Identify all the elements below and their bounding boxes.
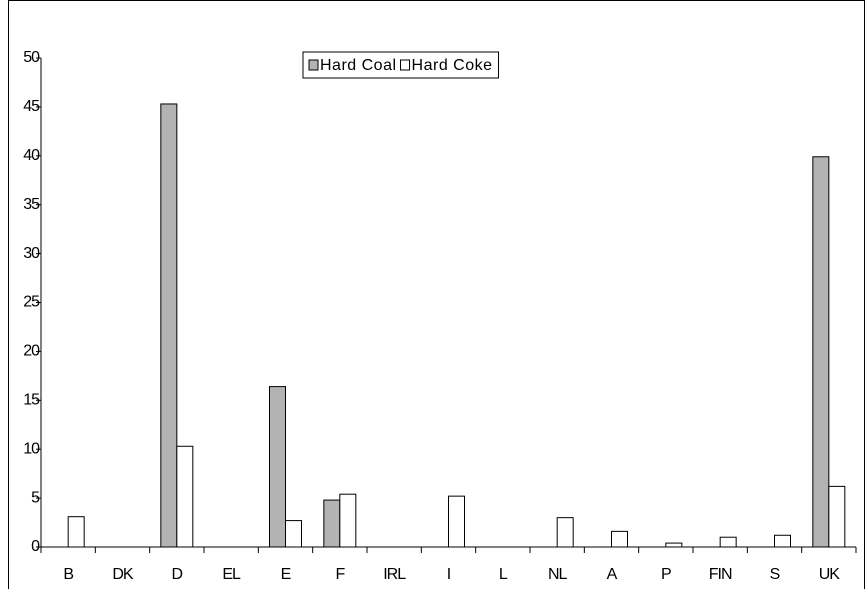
x-tick-label: DK xyxy=(112,566,134,583)
bar xyxy=(611,530,628,548)
bar xyxy=(556,517,574,548)
x-tick-label: F xyxy=(335,566,345,583)
bar xyxy=(269,386,286,548)
legend: Hard Coal Hard Coke xyxy=(302,51,500,79)
bar xyxy=(774,534,791,548)
y-tick-label: 10 xyxy=(23,440,40,457)
x-tick-label: A xyxy=(607,566,618,583)
bar xyxy=(285,520,302,548)
x-tick-label: S xyxy=(770,566,780,583)
legend-label: Hard Coke xyxy=(412,57,493,74)
y-tick-label: 20 xyxy=(23,343,40,360)
bar xyxy=(812,156,830,548)
y-tick-label: 30 xyxy=(23,245,40,262)
legend-label: Hard Coal xyxy=(320,57,397,74)
frame xyxy=(8,0,865,589)
x-tick-label: E xyxy=(281,566,291,583)
bar xyxy=(339,493,357,548)
x-tick-label: FIN xyxy=(709,566,732,583)
bar xyxy=(176,445,194,548)
x-tick-label: UK xyxy=(819,566,841,583)
x-tick-label: D xyxy=(172,566,183,583)
bar xyxy=(448,495,465,548)
x-tick-label: NL xyxy=(548,566,568,583)
y-tick-label: 5 xyxy=(31,489,40,506)
y-tick-label: 50 xyxy=(23,49,40,66)
legend-swatch xyxy=(400,59,411,71)
legend-swatch xyxy=(308,59,319,71)
x-tick-label: B xyxy=(63,566,73,583)
bar xyxy=(719,536,737,548)
y-tick-label: 15 xyxy=(23,392,40,409)
bar xyxy=(67,516,85,548)
y-tick-label: 40 xyxy=(23,147,40,164)
bar xyxy=(323,499,341,548)
x-tick-label: IRL xyxy=(383,566,406,583)
x-tick-label: L xyxy=(499,566,508,583)
y-tick-label: 45 xyxy=(23,98,40,115)
bar xyxy=(160,103,178,548)
bar xyxy=(828,485,846,548)
x-tick-label: EL xyxy=(222,566,241,583)
bar xyxy=(665,542,683,548)
x-tick-label: P xyxy=(661,566,671,583)
y-tick-label: 35 xyxy=(23,196,40,213)
x-tick-label: I xyxy=(447,566,450,583)
y-tick-label: 25 xyxy=(23,294,40,311)
y-tick-label: 0 xyxy=(31,538,40,555)
